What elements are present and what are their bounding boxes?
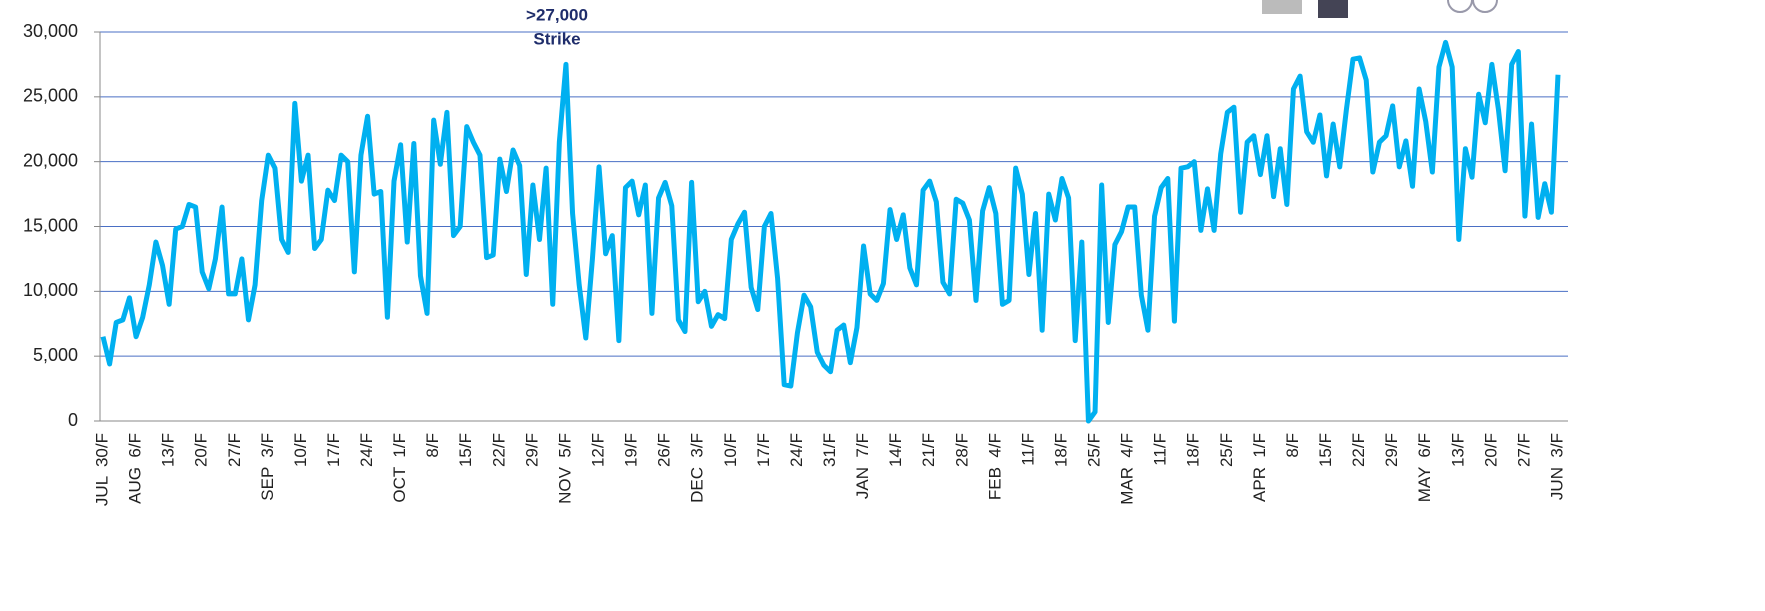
x-tick-label: 20/F (192, 433, 211, 467)
x-tick-label: 22/F (1349, 433, 1368, 467)
y-tick-label: 15,000 (23, 215, 78, 235)
x-tick-label: JUN 3/F (1547, 433, 1566, 500)
x-tick-label: JAN 7/F (853, 433, 872, 499)
x-tick-label: 11/F (1151, 433, 1170, 466)
y-tick-label: 25,000 (23, 86, 78, 106)
y-tick-label: 0 (68, 410, 78, 430)
x-tick-label: 29/F (522, 433, 541, 467)
x-tick-label: 31/F (820, 433, 839, 467)
x-tick-label: 21/F (919, 433, 938, 467)
x-tick-label: FEB 4/F (985, 433, 1004, 500)
line (103, 42, 1558, 421)
x-tick-label: 24/F (357, 433, 376, 467)
x-tick-label: 12/F (589, 433, 608, 467)
y-tick-label: 20,000 (23, 150, 78, 170)
x-tick-label: 11/F (1018, 433, 1037, 466)
x-tick-label: JUL 30/F (92, 433, 111, 506)
x-tick-label: 15/F (1316, 433, 1335, 467)
x-tick-label: 25/F (1217, 433, 1236, 467)
y-tick-label: 30,000 (23, 21, 78, 41)
x-tick-label: 14/F (886, 433, 905, 467)
x-tick-label: 10/F (291, 433, 310, 467)
x-tick-label: SEP 3/F (258, 433, 277, 501)
x-tick-label: 27/F (225, 433, 244, 467)
x-tick-label: AUG 6/F (126, 433, 145, 504)
chart: >27,000 Strike 05,00010,00015,00020,0002… (0, 0, 1765, 611)
x-tick-label: 28/F (952, 433, 971, 467)
x-tick-label: 13/F (159, 433, 178, 467)
x-tick-label: 20/F (1481, 433, 1500, 467)
x-tick-label: DEC 3/F (688, 433, 707, 503)
x-tick-label: 27/F (1514, 433, 1533, 467)
x-tick-label: 18/F (1051, 433, 1070, 467)
x-tick-label: 19/F (622, 433, 641, 467)
x-tick-label: 10/F (721, 433, 740, 467)
x-tick-label: 29/F (1382, 433, 1401, 467)
x-tick-label: 17/F (754, 433, 773, 467)
y-tick-label: 5,000 (33, 345, 78, 365)
x-tick-label: 8/F (1283, 433, 1302, 458)
x-tick-label: 26/F (655, 433, 674, 467)
x-tick-label: MAY 6/F (1415, 433, 1434, 502)
x-tick-label: 15/F (456, 433, 475, 467)
y-tick-label: 10,000 (23, 280, 78, 300)
x-tick-label: OCT 1/F (390, 433, 409, 503)
x-tick-label: APR 1/F (1250, 433, 1269, 502)
x-tick-label: 24/F (787, 433, 806, 467)
x-tick-label: 22/F (489, 433, 508, 467)
x-tick-label: 17/F (324, 433, 343, 467)
x-tick-label: 25/F (1085, 433, 1104, 467)
annotation: >27,000 (526, 5, 588, 24)
x-tick-label: 18/F (1184, 433, 1203, 467)
logo (1262, 0, 1497, 18)
x-tick-label: MAR 4/F (1118, 433, 1137, 505)
x-tick-label: NOV 5/F (555, 433, 574, 504)
x-tick-label: 13/F (1448, 433, 1467, 467)
x-tick-label: 8/F (423, 433, 442, 458)
